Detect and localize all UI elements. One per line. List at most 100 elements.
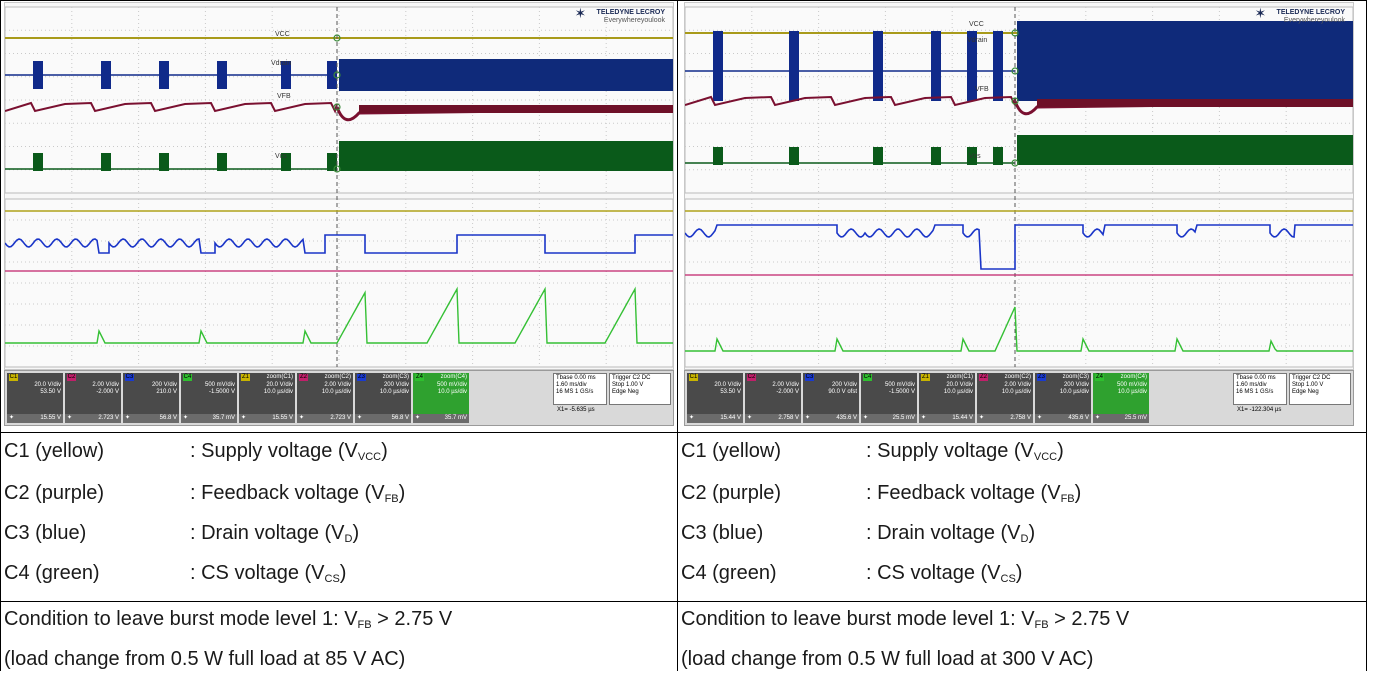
channel-tag: C4	[863, 374, 872, 381]
table-rule-below-legend	[0, 601, 1367, 602]
trigger-line: Edge Neg	[1292, 389, 1319, 395]
trace-vfb	[5, 101, 338, 114]
cursor-marker-icon: ✦	[979, 415, 985, 421]
channel-descriptor-c2[interactable]: C2 2.00 V/div -2.000 V ✦ 2.723 V	[65, 373, 121, 423]
vcs-continuous	[339, 141, 673, 171]
channel-descriptor-z3[interactable]: Z3 zoom(C3) 200 V/div 10.0 µs/div ✦ 56.8 V	[355, 373, 411, 423]
burst-vcs	[789, 147, 799, 165]
channel-measurement-value: 2.723 V	[330, 415, 351, 421]
channel-measurement-value: 15.44 V	[952, 415, 973, 421]
table-rule-below-scope	[0, 432, 1367, 433]
channel-offset: 10.0 µs/div	[1117, 389, 1147, 395]
trace-label-vdrain: Vdrain	[271, 60, 292, 67]
condition-text-left: Condition to leave burst mode level 1: V…	[4, 602, 452, 676]
trace-label-vcc: VCC	[275, 31, 290, 38]
channel-measurement-value: 15.55 V	[272, 415, 293, 421]
channel-descriptor-z2[interactable]: Z2 zoom(C2) 2.00 V/div 10.0 µs/div ✦ 2.758 V	[977, 373, 1033, 423]
legend-sub: VCC	[357, 451, 382, 463]
condition-sub: FB	[1034, 619, 1049, 631]
channel-measurement-value: 56.8 V	[391, 415, 409, 421]
channel-measurement: ✦ 56.8 V	[355, 414, 411, 423]
channel-offset: 10.0 µs/div	[263, 389, 293, 395]
legend-channel-name: C1 (yellow)	[681, 440, 782, 462]
channel-descriptor-c3[interactable]: C3 200 V/div 210.0 V ✦ 56.8 V	[123, 373, 179, 423]
vdrain-continuous	[339, 59, 673, 91]
burst-vdrain	[33, 61, 43, 89]
trigger-box: Trigger C2 DC Stop 1.00 V Edge Neg	[609, 373, 671, 405]
legend-row: : Feedback voltage (VFB)	[190, 482, 405, 505]
burst-vcs	[281, 153, 291, 171]
burst-vcs	[993, 147, 1003, 165]
scope-status-bar: C1 20.0 V/div 53.50 V ✦ 15.44 V C2 2.00 V/div -…	[684, 370, 1354, 426]
condition-text-right: Condition to leave burst mode level 1: V…	[681, 602, 1129, 676]
channel-descriptor-z1[interactable]: Z1 zoom(C1) 20.0 V/div 10.0 µs/div ✦ 15.55 V	[239, 373, 295, 423]
condition-threshold: > 2.75 V	[1048, 608, 1130, 630]
channel-tag: Z4	[1095, 374, 1104, 381]
burst-vcs	[327, 153, 337, 171]
trace-label-vdrain: Vdrain	[967, 37, 988, 44]
burst-vcs	[101, 153, 111, 171]
legend-row: C4 (green)	[681, 562, 777, 585]
channel-measurement: ✦ 25.5 mV	[1093, 414, 1149, 423]
burst-vcs	[33, 153, 43, 171]
zoom-trace-vcs	[685, 306, 1353, 352]
channel-title: zoom(C1)	[266, 374, 293, 380]
channel-measurement-value: 2.758 V	[1010, 415, 1031, 421]
cursor-marker-icon: ✦	[415, 415, 421, 421]
cursor-marker-icon: ✦	[299, 415, 305, 421]
channel-offset: -2.000 V	[776, 389, 799, 395]
channel-descriptor-c3[interactable]: C3 200 V/div 90.0 V ofst ✦ 435.6 V	[803, 373, 859, 423]
burst-vdrain	[281, 61, 291, 89]
burst-vdrain	[993, 31, 1003, 101]
channel-descriptor-z4[interactable]: Z4 zoom(C4) 500 mV/div 10.0 µs/div ✦ 35.7 mV	[413, 373, 469, 423]
channel-measurement: ✦ 2.723 V	[65, 414, 121, 423]
channel-descriptor-c4[interactable]: C4 500 mV/div -1.5000 V ✦ 25.5 mV	[861, 373, 917, 423]
legend-row: : Supply voltage (VVCC)	[866, 440, 1064, 463]
channel-descriptor-c1[interactable]: C1 20.0 V/div 53.50 V ✦ 15.55 V	[7, 373, 63, 423]
table-border-left	[0, 0, 1, 671]
channel-descriptor-z3[interactable]: Z3 zoom(C3) 200 V/div 10.0 µs/div ✦ 435.6 V	[1035, 373, 1091, 423]
brand-logo: ✶ TELEDYNE LECROY Everywhereyoulook	[1255, 6, 1345, 25]
cursor-marker-icon: ✦	[921, 415, 927, 421]
legend-desc: : Drain voltage (V	[866, 522, 1021, 544]
channel-descriptor-z4[interactable]: Z4 zoom(C4) 500 mV/div 10.0 µs/div ✦ 25.5 mV	[1093, 373, 1149, 423]
channel-scale: 20.0 V/div	[34, 382, 61, 388]
trace-label-vcs: Vcs	[969, 153, 981, 160]
burst-vcs	[159, 153, 169, 171]
lecroy-logo-icon: ✶	[574, 5, 587, 21]
table-border-right	[1366, 0, 1367, 671]
legend-row: C2 (purple)	[4, 482, 104, 505]
cursor-marker-icon: ✦	[125, 415, 131, 421]
channel-descriptor-c2[interactable]: C2 2.00 V/div -2.000 V ✦ 2.758 V	[745, 373, 801, 423]
legend-row: C2 (purple)	[681, 482, 781, 505]
cursor-readout: X1= -122.304 µs	[1237, 407, 1282, 413]
trigger-line: Stop 1.00 V	[612, 382, 644, 388]
vfb-ripple-band	[1037, 99, 1353, 107]
channel-measurement-value: 56.8 V	[159, 415, 177, 421]
channel-descriptor-c1[interactable]: C1 20.0 V/div 53.50 V ✦ 15.44 V	[687, 373, 743, 423]
channel-descriptor-z1[interactable]: Z1 zoom(C1) 20.0 V/div 10.0 µs/div ✦ 15.44 V	[919, 373, 975, 423]
brand-logo: ✶ TELEDYNE LECROY Everywhereyoulook	[575, 6, 665, 25]
vfb-ripple-band	[359, 105, 673, 113]
trace-vfb	[685, 95, 1016, 107]
channel-descriptor-c4[interactable]: C4 500 mV/div -1.5000 V ✦ 35.7 mV	[181, 373, 237, 423]
channel-measurement: ✦ 15.44 V	[919, 414, 975, 423]
channel-scale: 20.0 V/div	[946, 382, 973, 388]
condition-threshold: > 2.75 V	[371, 608, 453, 630]
legend-channel-name: C2 (purple)	[4, 482, 105, 504]
channel-measurement: ✦ 435.6 V	[1035, 414, 1091, 423]
legend-sub: VCC	[1033, 451, 1058, 463]
lecroy-logo-icon: ✶	[1254, 5, 1267, 21]
cursor-marker-icon: ✦	[863, 415, 869, 421]
channel-measurement: ✦ 35.7 mV	[181, 414, 237, 423]
channel-tag: Z3	[357, 374, 366, 381]
timebase-box: Tbase 0.00 ms 1.60 ms/div 16 MS 1 GS/s	[553, 373, 607, 405]
channel-scale: 500 mV/div	[1116, 382, 1147, 388]
cursor-marker-icon: ✦	[357, 415, 363, 421]
channel-offset: 10.0 µs/div	[437, 389, 467, 395]
channel-scale: 2.00 V/div	[324, 382, 351, 388]
cursor-marker	[1011, 159, 1019, 167]
channel-title: zoom(C4)	[1120, 374, 1147, 380]
channel-descriptor-z2[interactable]: Z2 zoom(C2) 2.00 V/div 10.0 µs/div ✦ 2.723 V	[297, 373, 353, 423]
timebase-line: Tbase 0.00 ms	[1236, 375, 1276, 381]
